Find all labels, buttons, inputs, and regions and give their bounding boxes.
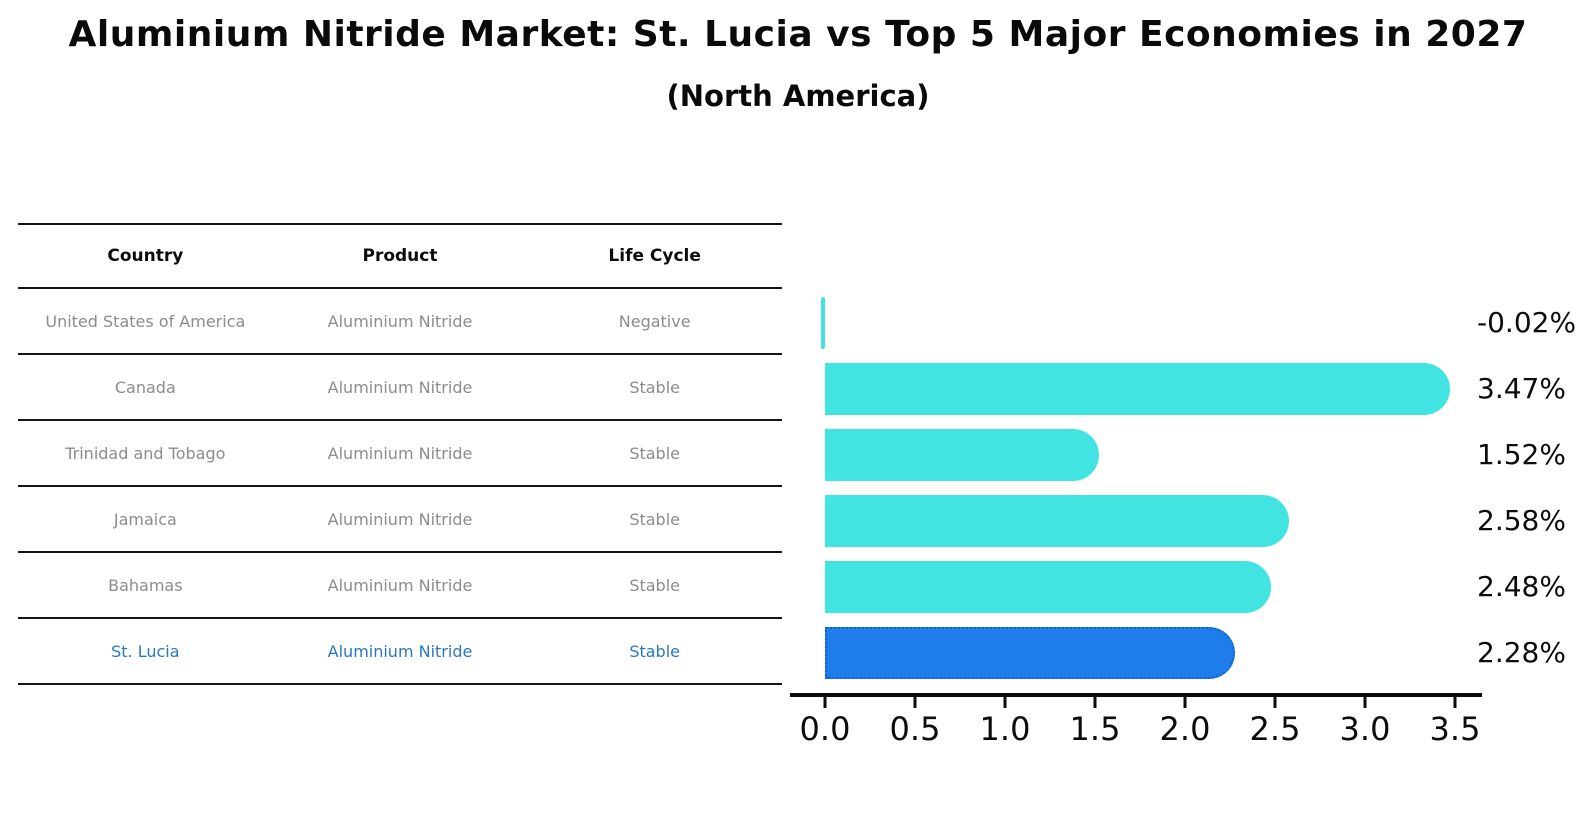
chart-title: Aluminium Nitride Market: St. Lucia vs T… [68,14,1528,55]
bar-united-states-of-america [821,296,825,349]
bar-value-label: 3.47% [1477,371,1566,405]
x-axis-tick-label: 1.5 [1069,710,1121,748]
cell-product: Aluminium Nitride [327,575,473,595]
x-axis-tick-label: 2.5 [1249,710,1301,748]
cell-country: Bahamas [108,575,183,595]
x-axis-tick-label: 3.5 [1429,710,1481,748]
cell-life-cycle: Stable [629,443,680,463]
x-axis-tick-label: 0.0 [799,710,851,748]
column-header-product: Product [362,246,438,266]
cell-product: Aluminium Nitride [327,377,473,397]
bar-value-label: 2.28% [1477,635,1566,669]
table-row: Bahamas Aluminium Nitride Stable [18,553,782,619]
bar-trinidad-and-tobago [825,428,1099,481]
x-axis-tick [1363,695,1367,708]
cell-product: Aluminium Nitride [327,509,473,529]
bar-value-label: 2.48% [1477,569,1566,603]
x-axis-tick [1183,695,1187,708]
bar-canada [825,362,1450,415]
bar-value-label: 1.52% [1477,437,1566,471]
table-row: St. Lucia Aluminium Nitride Stable [18,619,782,685]
x-axis-tick [1093,695,1097,708]
cell-country: Trinidad and Tobago [65,443,226,463]
cell-product: Aluminium Nitride [327,641,473,661]
cell-country: United States of America [45,311,246,331]
table-header-row: Country Product Life Cycle [18,225,782,289]
cell-country: Canada [114,377,176,397]
cell-life-cycle: Negative [618,311,691,331]
x-axis-tick [1453,695,1457,708]
cell-life-cycle: Stable [629,575,680,595]
cell-product: Aluminium Nitride [327,311,473,331]
cell-life-cycle: Stable [629,641,680,661]
x-axis-tick-label: 3.0 [1339,710,1391,748]
table-row: Canada Aluminium Nitride Stable [18,355,782,421]
column-header-country: Country [107,246,184,266]
x-axis-tick [1273,695,1277,708]
cell-product: Aluminium Nitride [327,443,473,463]
cell-country: St. Lucia [111,641,180,661]
x-axis-tick [1003,695,1007,708]
bar-bahamas [825,560,1272,613]
table-row: Trinidad and Tobago Aluminium Nitride Stab… [18,421,782,487]
table-body: United States of America Aluminium Nitrid… [18,289,782,685]
table-row: United States of America Aluminium Nitrid… [18,289,782,355]
bar-jamaica [825,494,1290,547]
x-axis-tick [823,695,827,708]
table-row: Jamaica Aluminium Nitride Stable [18,487,782,553]
cell-country: Jamaica [113,509,177,529]
bar-value-label: -0.02% [1477,305,1577,339]
x-axis-tick-label: 1.0 [979,710,1031,748]
comparison-table: Country Product Life Cycle United States… [18,223,782,685]
x-axis-line [790,693,1482,697]
cell-life-cycle: Stable [629,377,680,397]
chart-subtitle: (North America) [666,79,930,113]
cell-life-cycle: Stable [629,509,680,529]
x-axis-tick-label: 2.0 [1159,710,1211,748]
bar-st-lucia [825,626,1236,679]
column-header-life-cycle: Life Cycle [608,246,701,266]
x-axis-tick-label: 0.5 [889,710,941,748]
bar-value-label: 2.58% [1477,503,1566,537]
x-axis-tick [913,695,917,708]
